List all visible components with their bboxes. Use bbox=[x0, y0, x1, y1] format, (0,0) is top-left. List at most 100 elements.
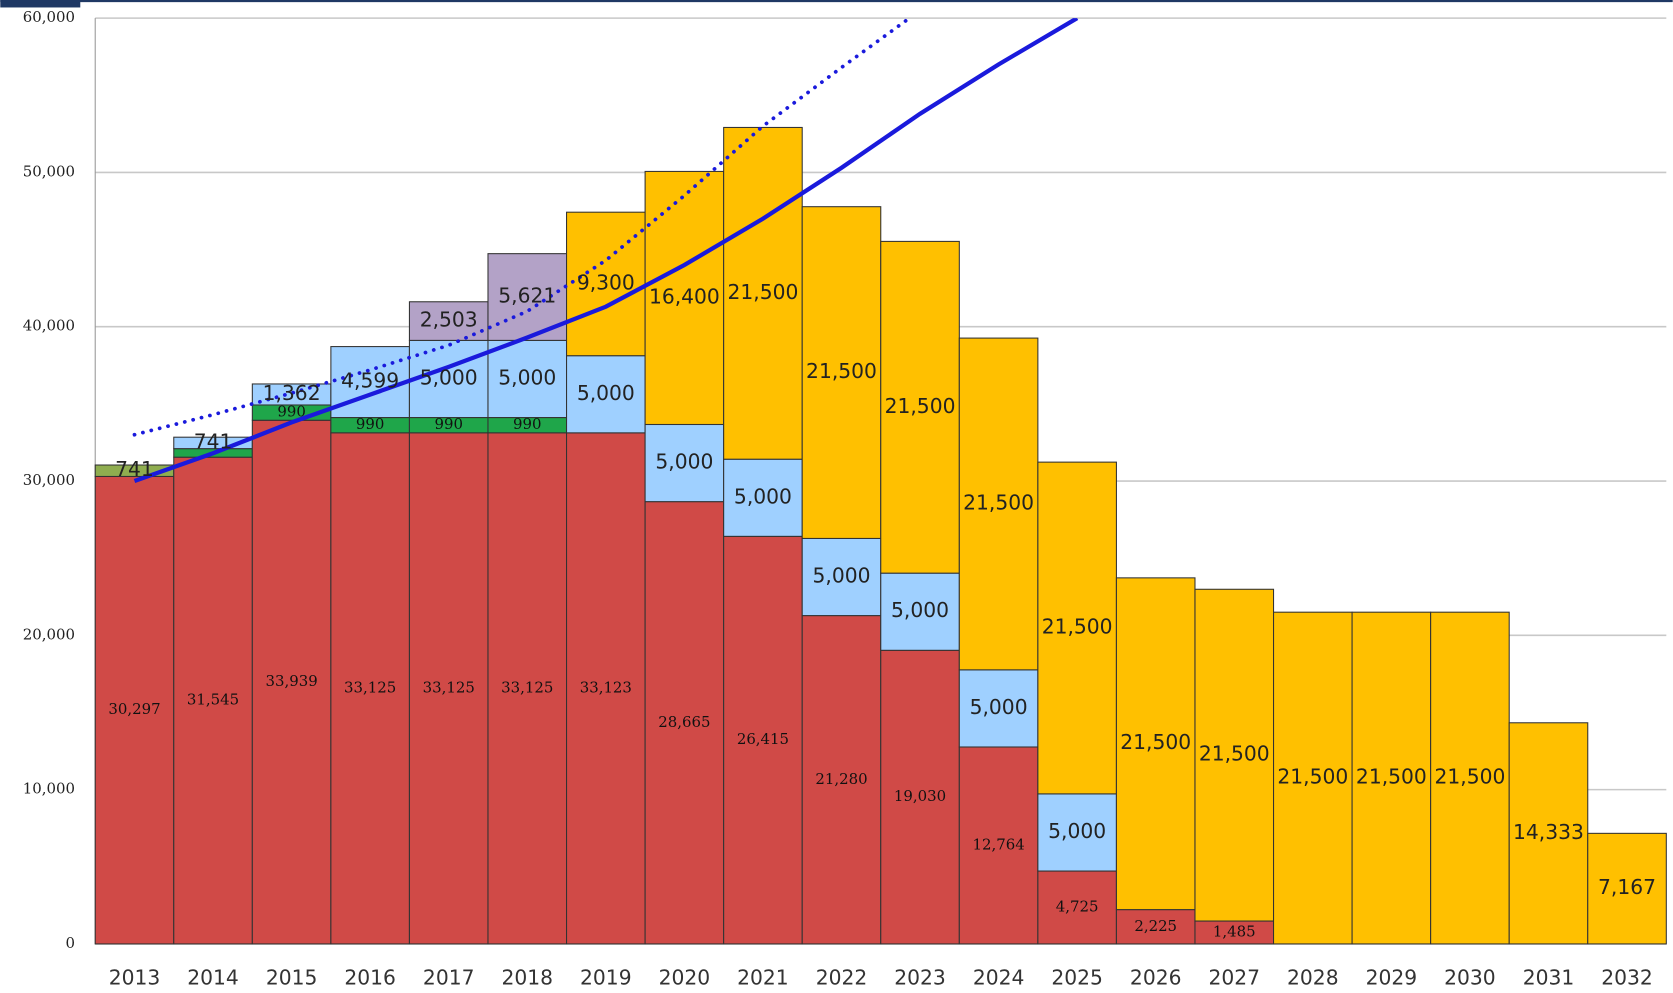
bar-segment bbox=[880, 572, 960, 651]
value-label: 5,000 bbox=[498, 365, 556, 389]
value-label: 741 bbox=[194, 429, 233, 453]
x-tick-label: 2023 bbox=[894, 966, 946, 990]
value-label: 1,485 bbox=[1213, 922, 1256, 940]
value-label: 33,123 bbox=[580, 678, 632, 696]
trend-line bbox=[133, 18, 1079, 484]
bar-segment bbox=[644, 423, 725, 503]
value-label: 5,000 bbox=[1048, 819, 1106, 843]
bar-segment bbox=[1037, 870, 1117, 945]
x-tick-label: 2025 bbox=[1051, 966, 1103, 990]
x-tick-label: 2029 bbox=[1366, 966, 1418, 990]
value-label: 21,500 bbox=[885, 394, 956, 418]
value-label: 21,500 bbox=[806, 359, 877, 383]
bar-segment bbox=[1115, 577, 1196, 911]
bar-segment bbox=[566, 211, 646, 357]
bar-segment bbox=[723, 535, 803, 945]
x-tick-label: 2016 bbox=[344, 966, 396, 990]
value-label: 21,500 bbox=[728, 280, 799, 304]
value-label: 5,621 bbox=[498, 284, 556, 308]
bar-segment bbox=[958, 746, 1039, 945]
x-tick-label: 2017 bbox=[423, 966, 475, 990]
value-label: 21,500 bbox=[1199, 742, 1270, 766]
bar-segment bbox=[644, 170, 725, 426]
value-label: 2,225 bbox=[1134, 917, 1177, 935]
bar-segment bbox=[1587, 832, 1667, 945]
value-label: 990 bbox=[513, 415, 541, 433]
bar-segment bbox=[801, 206, 882, 539]
bar-segment bbox=[408, 432, 489, 945]
value-label: 21,280 bbox=[815, 770, 867, 788]
value-label: 12,764 bbox=[972, 835, 1024, 853]
value-label: 4,725 bbox=[1056, 897, 1099, 915]
value-label: 33,939 bbox=[265, 672, 317, 690]
value-label: 9,300 bbox=[577, 270, 635, 294]
y-tick-label: 40,000 bbox=[23, 317, 75, 335]
bar-segment bbox=[801, 615, 882, 945]
value-label: 21,500 bbox=[1120, 730, 1191, 754]
value-label: 21,500 bbox=[1277, 765, 1348, 789]
value-label: 14,333 bbox=[1513, 820, 1584, 844]
value-label: 5,000 bbox=[734, 484, 792, 508]
x-tick-label: 2027 bbox=[1208, 966, 1260, 990]
bar-segment bbox=[251, 419, 332, 945]
value-label: 33,125 bbox=[344, 678, 396, 696]
x-tick-label: 2014 bbox=[187, 966, 239, 990]
value-label: 28,665 bbox=[658, 713, 710, 731]
x-tick-label: 2030 bbox=[1444, 966, 1496, 990]
bar-segment bbox=[1430, 611, 1510, 945]
value-label: 990 bbox=[434, 415, 462, 433]
x-tick-label: 2021 bbox=[737, 966, 789, 990]
x-tick-label: 2019 bbox=[580, 966, 632, 990]
value-label: 5,000 bbox=[970, 695, 1028, 719]
value-label: 1,362 bbox=[263, 381, 321, 405]
bar-segment bbox=[723, 458, 803, 537]
bar-segment bbox=[566, 432, 646, 945]
x-tick-label: 2013 bbox=[109, 966, 161, 990]
value-label: 26,415 bbox=[737, 730, 789, 748]
header-tab bbox=[0, 0, 81, 8]
x-tick-label: 2024 bbox=[973, 966, 1025, 990]
bar-segment bbox=[1037, 461, 1117, 795]
bar-segment bbox=[644, 501, 725, 945]
x-tick-label: 2022 bbox=[816, 966, 868, 990]
value-label: 2,503 bbox=[420, 308, 478, 332]
value-label: 21,500 bbox=[1042, 615, 1113, 639]
value-label: 16,400 bbox=[649, 284, 720, 308]
value-label: 5,000 bbox=[812, 564, 870, 588]
bar-segment bbox=[94, 475, 175, 945]
bar-segment bbox=[958, 337, 1039, 671]
x-tick-label: 2020 bbox=[659, 966, 711, 990]
y-tick-label: 60,000 bbox=[23, 8, 75, 26]
value-label: 741 bbox=[115, 457, 154, 481]
value-label: 990 bbox=[277, 403, 305, 421]
y-tick-label: 0 bbox=[65, 934, 75, 952]
value-label: 7,167 bbox=[1598, 875, 1656, 899]
value-label: 5,000 bbox=[655, 450, 713, 474]
x-tick-label: 2015 bbox=[266, 966, 318, 990]
y-tick-label: 10,000 bbox=[23, 780, 75, 798]
value-label: 21,500 bbox=[1356, 765, 1427, 789]
y-tick-label: 50,000 bbox=[23, 162, 75, 180]
lines bbox=[132, 18, 1079, 484]
x-tick-label: 2018 bbox=[501, 966, 553, 990]
y-tick-label: 30,000 bbox=[23, 471, 75, 489]
bar-segment bbox=[958, 669, 1039, 748]
x-tick-label: 2031 bbox=[1523, 966, 1575, 990]
bar-segment bbox=[1037, 793, 1117, 872]
bar-segment bbox=[330, 432, 410, 945]
x-tick-label: 2026 bbox=[1130, 966, 1182, 990]
value-label: 5,000 bbox=[420, 365, 478, 389]
bar-segment bbox=[408, 339, 489, 419]
value-label: 21,500 bbox=[963, 490, 1034, 514]
bar-segment bbox=[1351, 611, 1432, 945]
bar-segment bbox=[880, 240, 960, 574]
value-label: 33,125 bbox=[423, 678, 475, 696]
value-label: 33,125 bbox=[501, 678, 553, 696]
value-label: 5,000 bbox=[577, 381, 635, 405]
value-label: 4,599 bbox=[341, 369, 399, 393]
value-label: 31,545 bbox=[187, 691, 239, 709]
value-label: 990 bbox=[356, 415, 384, 433]
bar-segment bbox=[487, 432, 568, 945]
